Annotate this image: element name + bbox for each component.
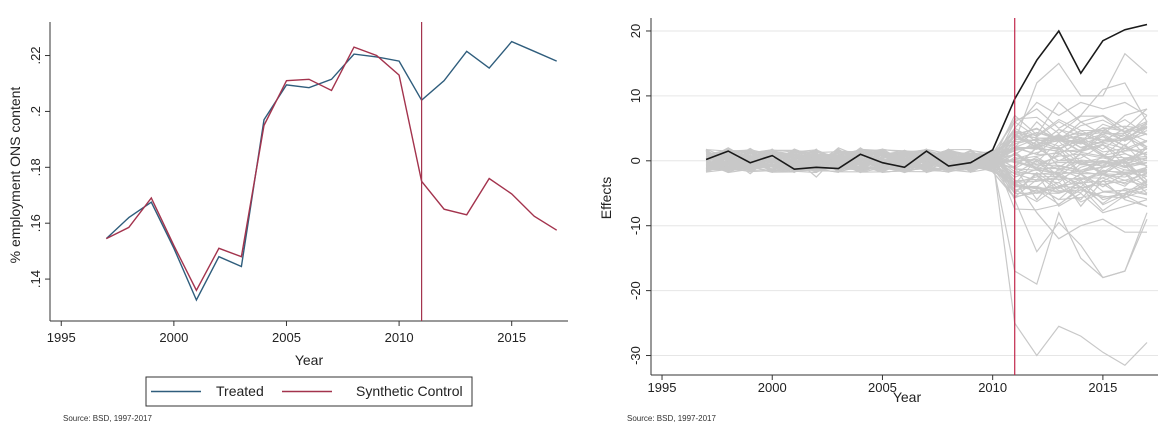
right-x-tick-label: 2015: [1088, 380, 1117, 395]
left-y-tick-label: .16: [28, 214, 43, 232]
left-chart: % employment ONS content Year 1995 2000 20…: [7, 22, 568, 423]
left-y-tick-label: .14: [28, 270, 43, 288]
placebo-line: [705, 149, 1148, 203]
right-placebo-series: [705, 52, 1148, 367]
right-x-axis-title: Year: [893, 389, 922, 405]
right-y-tick-label: 20: [628, 24, 643, 38]
left-y-ticks: .14 .16 .18 .2 .22: [28, 46, 50, 288]
legend: Treated Synthetic Control: [145, 376, 473, 407]
series-line-synthetic-control: [105, 46, 558, 292]
right-y-ticks: -30 -20 -10 0 10 20: [628, 24, 651, 365]
right-source-note: Source: BSD, 1997-2017: [627, 414, 716, 423]
placebo-line: [705, 152, 1148, 367]
placebo-line: [705, 148, 1148, 170]
left-series: [105, 40, 558, 302]
right-y-tick-label: -20: [628, 281, 643, 300]
right-y-tick-label: 10: [628, 89, 643, 103]
left-y-tick-label: .2: [28, 106, 43, 117]
left-x-axis-title: Year: [295, 352, 324, 368]
left-y-tick-label: .18: [28, 158, 43, 176]
right-y-tick-label: 0: [628, 157, 643, 164]
right-x-tick-label: 2000: [758, 380, 787, 395]
right-x-tick-label: 2005: [868, 380, 897, 395]
right-treated-series: [705, 23, 1148, 171]
left-y-axis-title: % employment ONS content: [7, 87, 23, 264]
left-y-tick-label: .22: [28, 46, 43, 64]
placebo-line: [705, 148, 1148, 187]
left-x-tick-label: 2000: [159, 330, 188, 345]
right-x-tick-label: 2010: [978, 380, 1007, 395]
placebo-line: [705, 150, 1148, 178]
series-line-treated-effect: [705, 23, 1148, 171]
left-x-tick-label: 2005: [272, 330, 301, 345]
placebo-line: [705, 149, 1148, 212]
left-x-ticks: 1995 2000 2005 2010 2015: [47, 321, 526, 345]
legend-label-synthetic: Synthetic Control: [356, 383, 463, 399]
left-x-tick-label: 1995: [47, 330, 76, 345]
right-x-ticks: 1995 2000 2005 2010 2015: [648, 375, 1117, 395]
right-chart: Effects Year 1995 2000 2005 2010 2015 -30-20…: [598, 18, 1158, 423]
right-grid: [651, 30, 1158, 357]
placebo-line: [706, 134, 1148, 170]
right-x-tick-label: 1995: [648, 380, 677, 395]
right-y-tick-label: -30: [628, 346, 643, 365]
right-y-axis-title: Effects: [598, 177, 614, 220]
placebo-line: [706, 148, 1148, 174]
series-line-treated: [105, 40, 557, 302]
placebo-line: [705, 149, 1148, 191]
placebo-line: [705, 148, 1148, 199]
legend-label-treated: Treated: [216, 383, 264, 399]
left-x-tick-label: 2010: [385, 330, 414, 345]
right-y-tick-label: -10: [628, 216, 643, 235]
left-x-tick-label: 2015: [497, 330, 526, 345]
left-source-note: Source: BSD, 1997-2017: [63, 414, 152, 423]
